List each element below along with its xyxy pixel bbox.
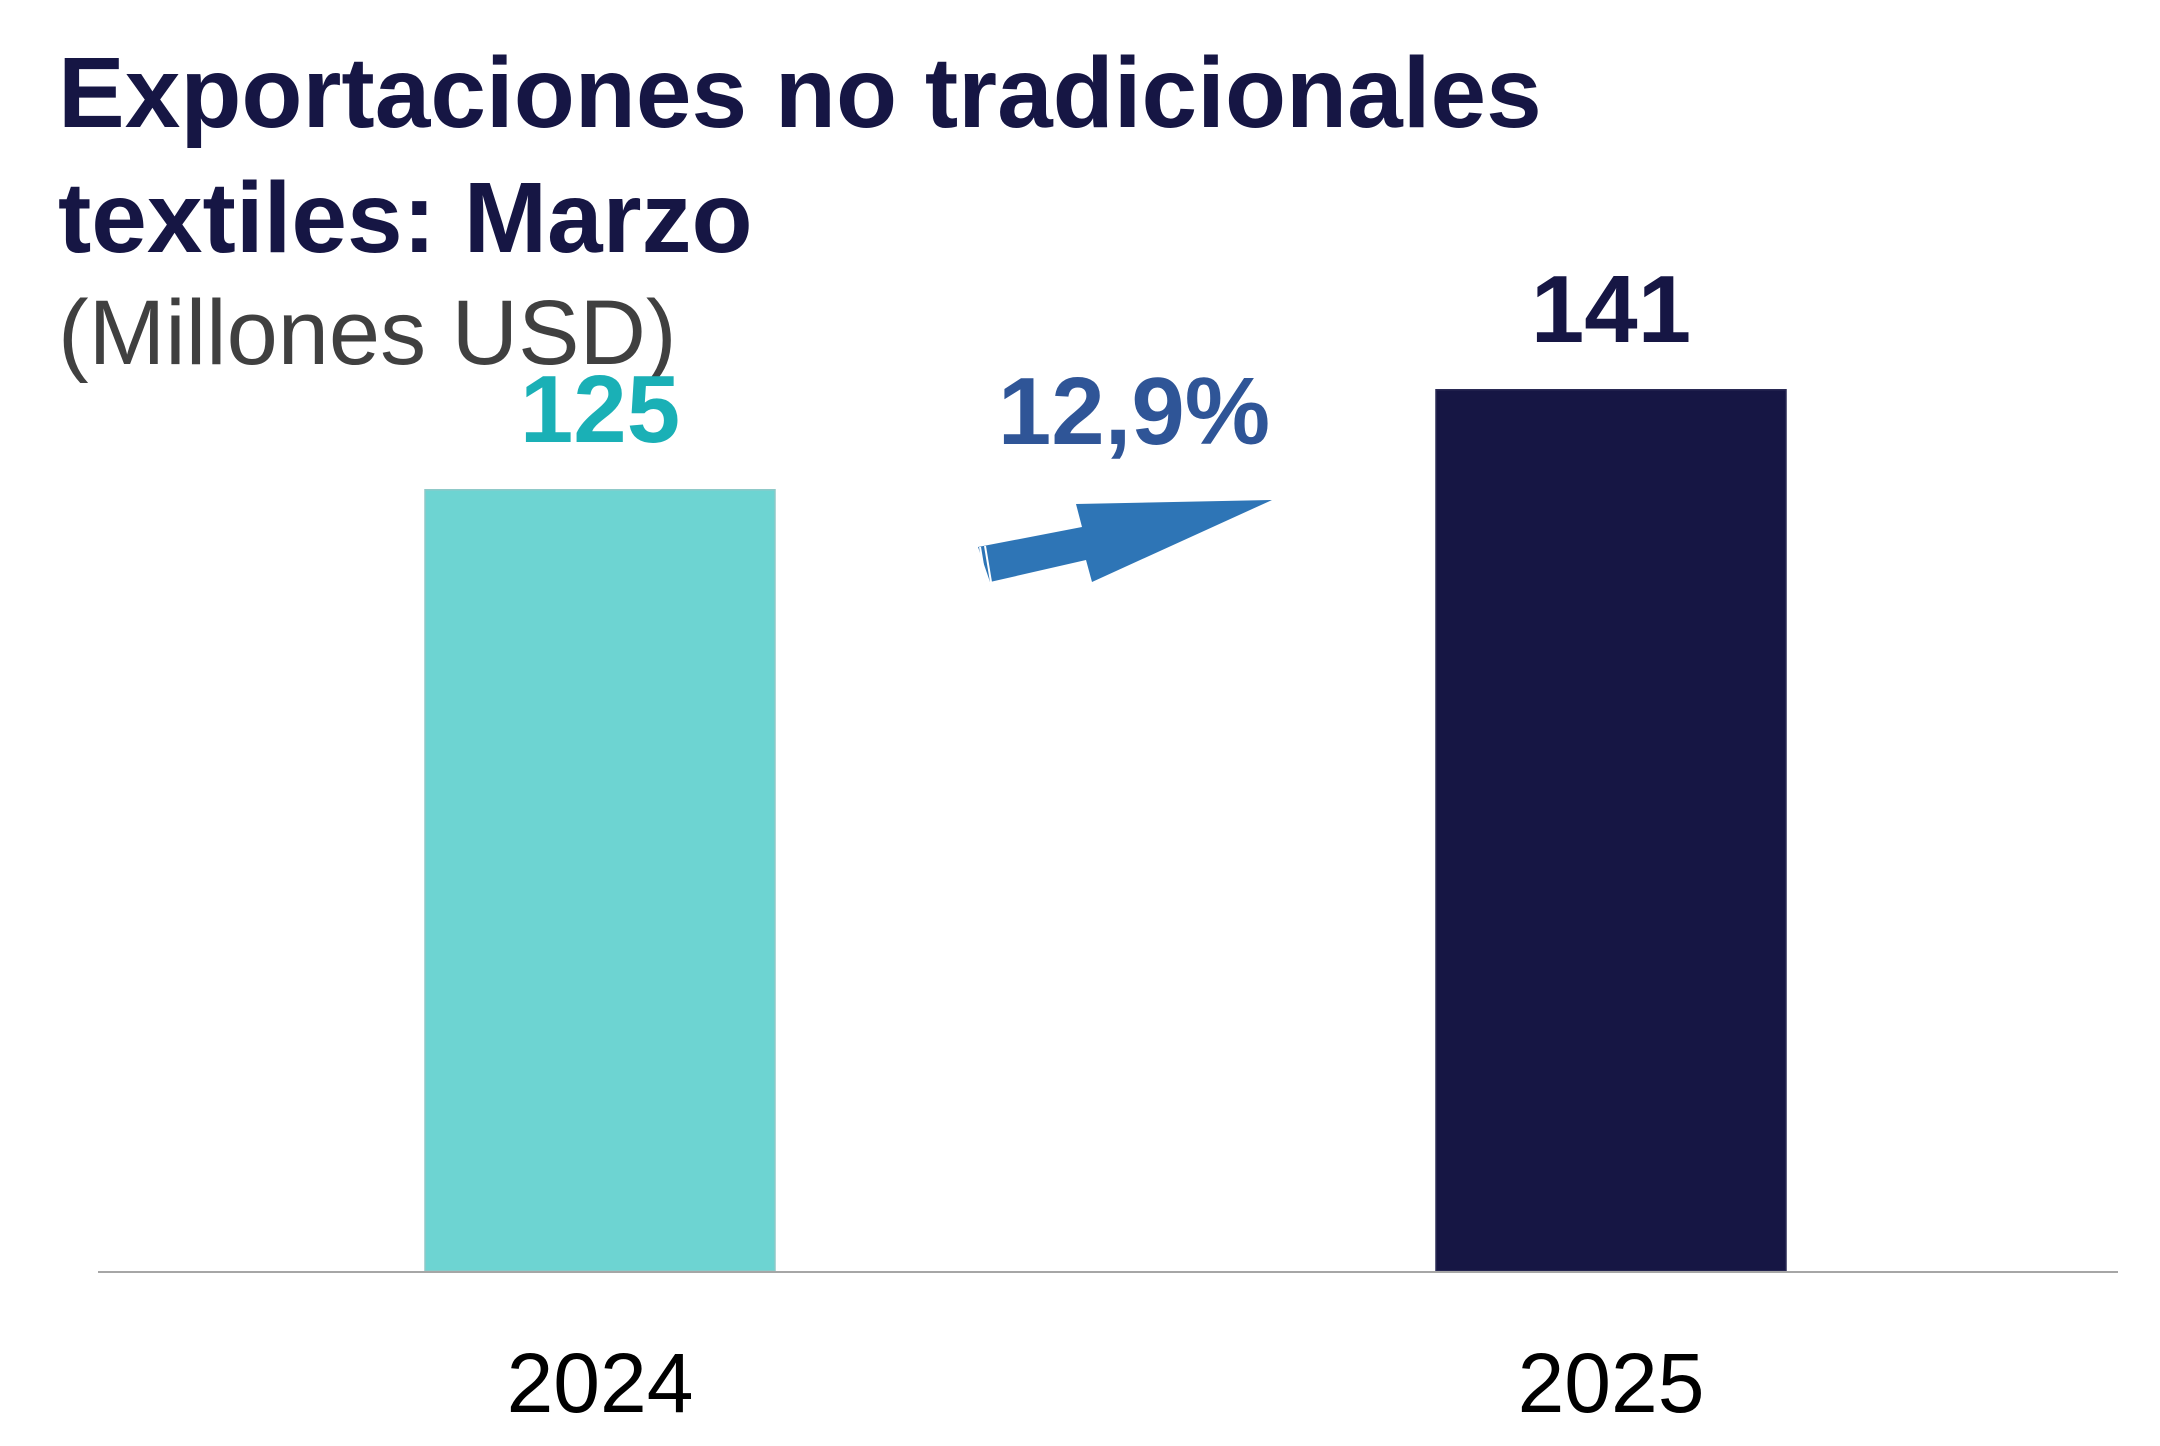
chart-title-line-1: Exportaciones no tradicionales: [58, 37, 1542, 149]
x-tick-label-2024: 2024: [507, 1336, 694, 1430]
bar-2025: [1435, 389, 1787, 1272]
bar-2024: [424, 489, 776, 1272]
chart-title-line-2: textiles: Marzo: [58, 162, 753, 274]
value-labels-group: 125 141: [520, 256, 1691, 463]
x-tick-label-2025: 2025: [1518, 1336, 1705, 1430]
x-tick-labels-group: 2024 2025: [507, 1336, 1705, 1430]
bars-group: [424, 389, 1787, 1272]
arrow-up-right-icon: [978, 500, 1272, 584]
growth-rate-label: 12,9%: [998, 358, 1270, 465]
value-label-2024: 125: [520, 356, 680, 463]
value-label-2025: 141: [1531, 256, 1691, 363]
chart-subtitle: (Millones USD): [58, 282, 677, 384]
